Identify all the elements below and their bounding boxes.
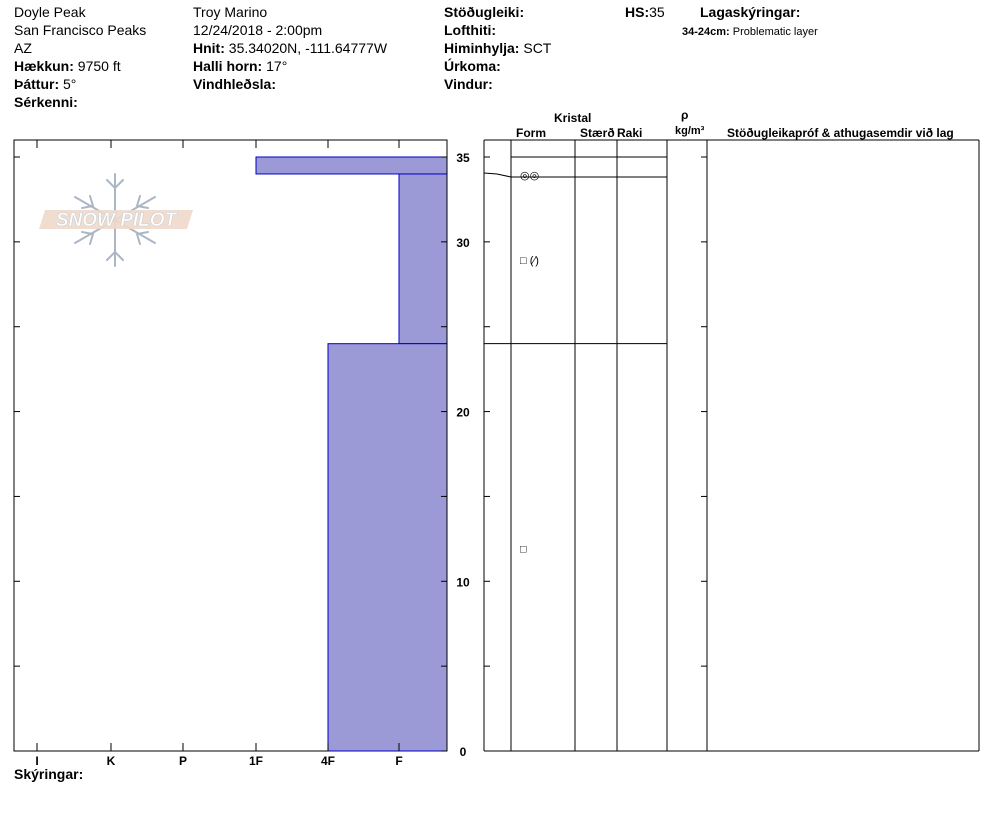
- slope-row: Halli horn: 17°: [193, 58, 287, 75]
- hardness-layer-bar-2: [398, 173, 448, 345]
- observation-datetime: 12/24/2018 - 2:00pm: [193, 22, 323, 38]
- y-tick-label-5: 35: [456, 151, 470, 165]
- notes-label: Skýringar:: [14, 766, 84, 782]
- y-tick-label-3: 20: [456, 406, 470, 420]
- hs-row: HS:35: [625, 4, 665, 21]
- observer-name: Troy Marino: [193, 4, 268, 20]
- grain-form-symbol-1: ◎◎: [520, 170, 539, 182]
- air-temp-label: Lofthiti:: [444, 22, 497, 38]
- x-tick-label-2: K: [107, 754, 116, 768]
- range-name: San Francisco Peaks: [14, 22, 147, 38]
- slope-label: Halli horn:: [193, 58, 263, 74]
- wind-label: Vindur:: [444, 76, 493, 92]
- features-label: Sérkenni:: [14, 94, 78, 110]
- grain-form-symbol-2: □ (⁄): [520, 255, 539, 267]
- wind-loading-label: Vindhleðsla:: [193, 76, 276, 92]
- x-tick-label-6: F: [395, 754, 402, 768]
- y-tick-label-2: 10: [456, 575, 470, 589]
- aspect-label: Þáttur:: [14, 76, 60, 92]
- hs-label: HS:: [625, 4, 650, 20]
- y-tick-label-1: 0: [460, 745, 467, 759]
- elevation-row: Hækkun: 9750 ft: [14, 58, 121, 75]
- elevation-value: 9750 ft: [77, 58, 121, 74]
- hs-value: 35: [649, 4, 665, 20]
- sky-value: SCT: [523, 40, 552, 56]
- density-unit-header: kg/m³: [675, 125, 705, 137]
- layer-notes-label: Lagaskýringar:: [700, 4, 801, 20]
- connector-line: [483, 172, 512, 178]
- layer-note-text: Problematic layer: [732, 26, 818, 38]
- slope-value: 17°: [266, 58, 288, 74]
- kristal-header: Kristal: [554, 111, 592, 125]
- tests-header: Stöðugleikapróf & athugasemdir við lag: [727, 126, 954, 140]
- sky-row: Himinhylja: SCT: [444, 40, 551, 57]
- stability-label: Stöðugleiki:: [444, 4, 525, 20]
- hardness-layer-bar-3: [327, 343, 448, 752]
- layer-note-row: 34-24cm: Problematic layer: [682, 24, 818, 41]
- size-header: Stærð: [580, 126, 615, 140]
- x-tick-label-1: I: [35, 754, 38, 768]
- layer-note-range: 34-24cm:: [682, 26, 730, 38]
- x-tick-label-4: 1F: [249, 754, 263, 768]
- moisture-header: Raki: [617, 126, 643, 140]
- coords-value: 35.34020N, -111.64777W: [228, 40, 388, 56]
- coords-label: Hnit:: [193, 40, 225, 56]
- coords-row: Hnit: 35.34020N, -111.64777W: [193, 40, 387, 57]
- layer-table: [484, 139, 980, 752]
- hardness-layer-bar-1: [255, 156, 448, 175]
- x-tick-label-3: P: [179, 754, 187, 768]
- location-name: Doyle Peak: [14, 4, 86, 20]
- x-tick-label-5: 4F: [321, 754, 335, 768]
- y-tick-label-4: 30: [456, 236, 470, 250]
- rho-header: ρ: [681, 108, 689, 122]
- aspect-value: 5°: [63, 76, 77, 92]
- elevation-label: Hækkun:: [14, 58, 74, 74]
- snowpilot-logo: SNOW PILOT: [39, 173, 193, 267]
- precip-label: Úrkoma:: [444, 58, 501, 74]
- state-name: AZ: [14, 40, 32, 56]
- logo-text: SNOW PILOT: [56, 210, 178, 231]
- grain-form-symbol-3: □: [520, 543, 527, 555]
- aspect-row: Þáttur: 5°: [14, 76, 76, 93]
- form-header: Form: [516, 126, 546, 140]
- sky-label: Himinhylja:: [444, 40, 520, 56]
